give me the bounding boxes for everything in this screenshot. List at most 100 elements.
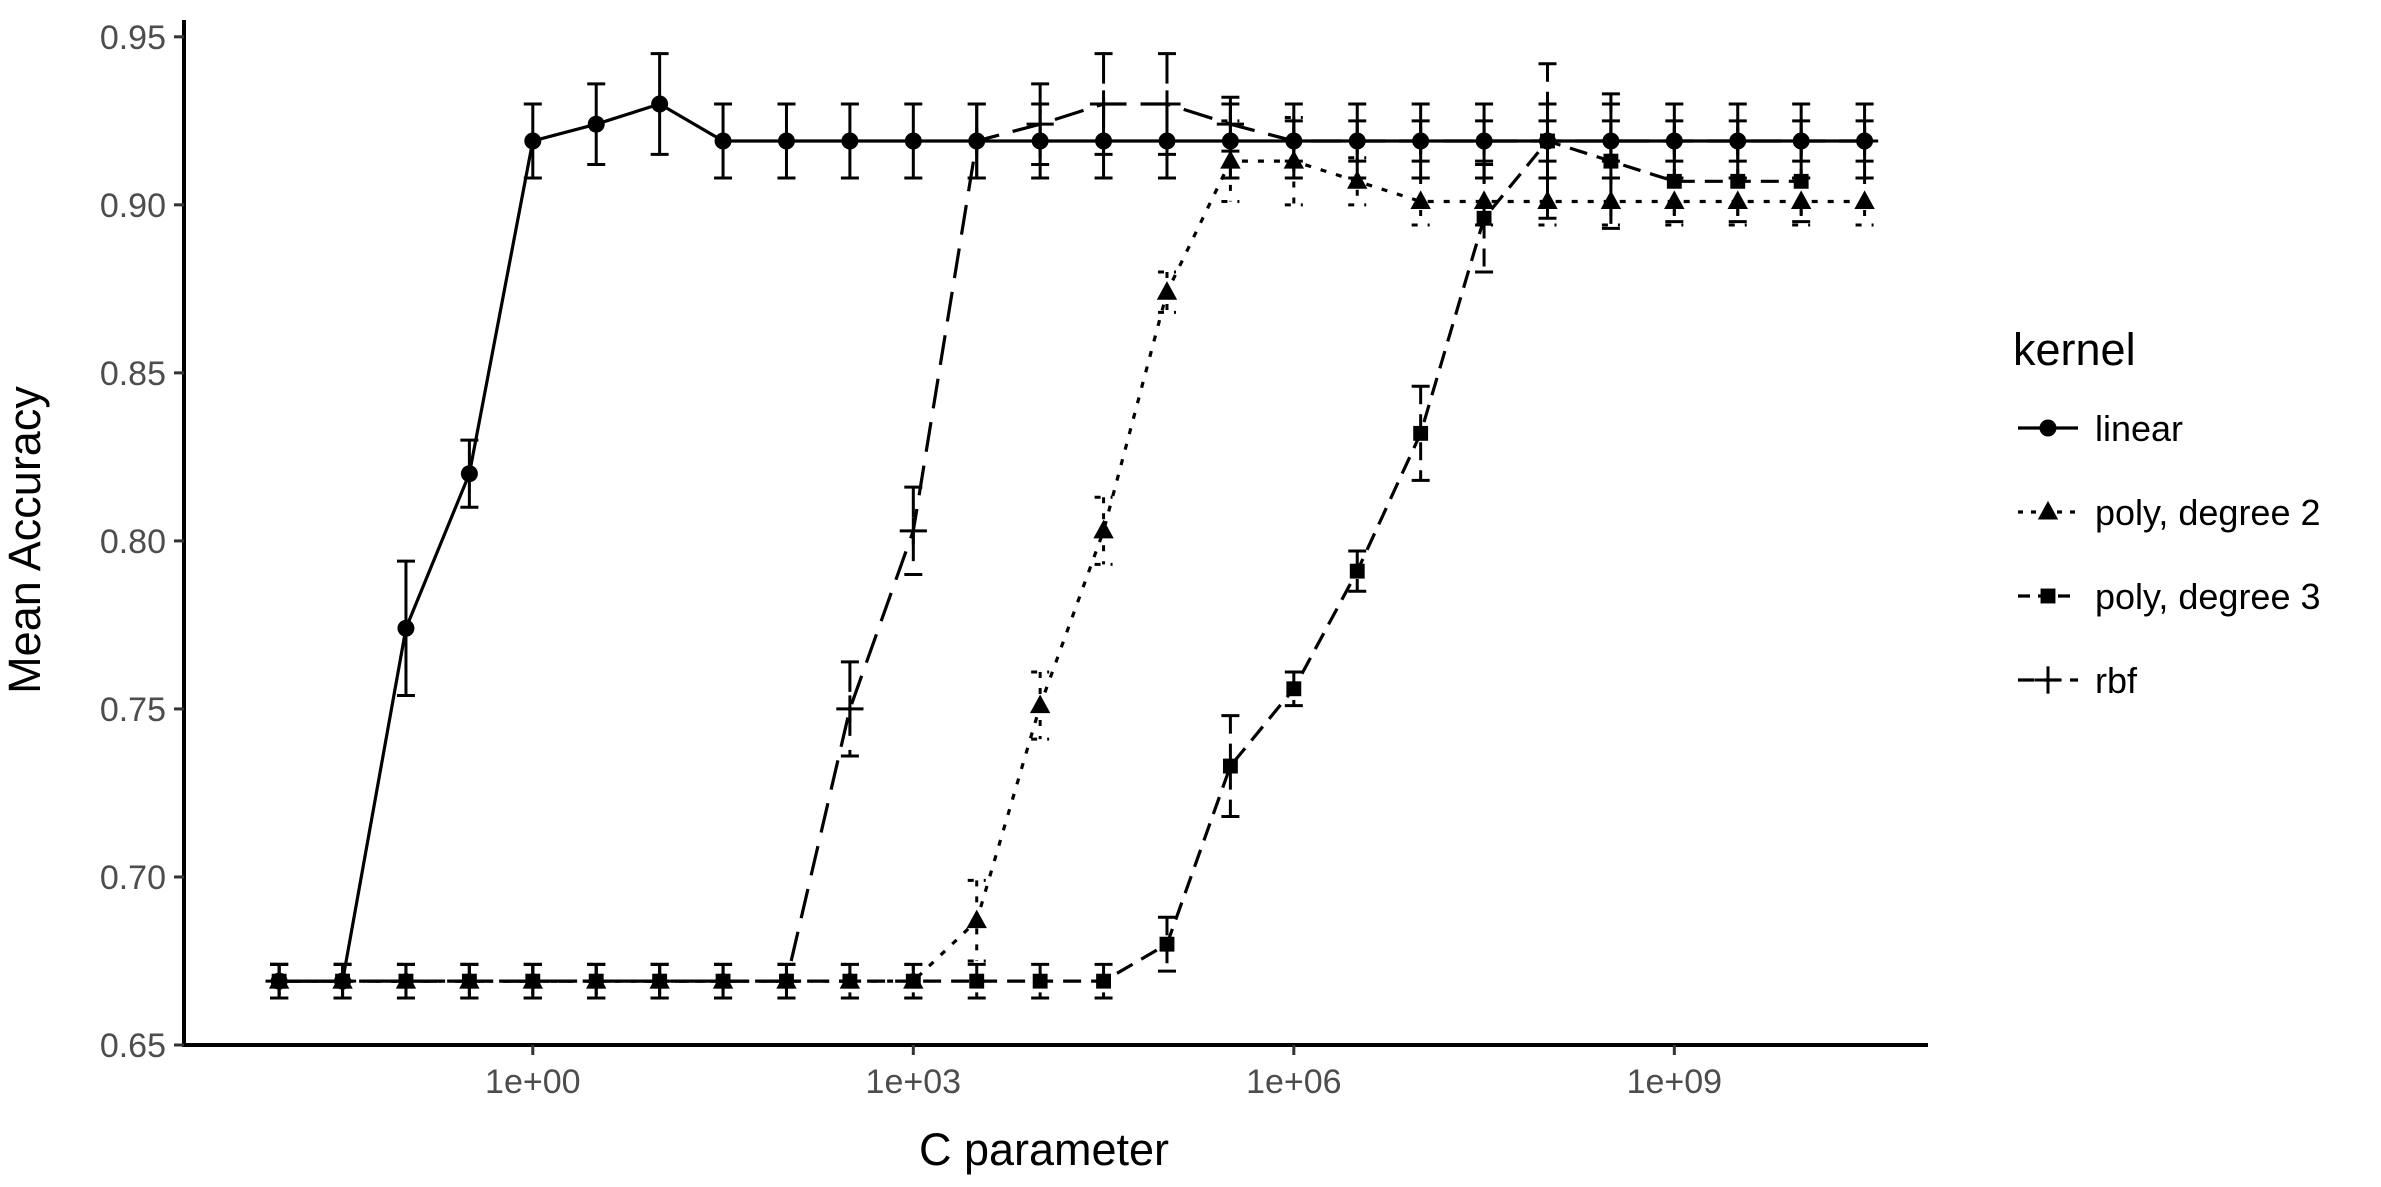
y-tick-label: 0.90 (100, 187, 166, 225)
error-bar (967, 878, 986, 963)
error-bar (1031, 82, 1050, 167)
data-point (582, 967, 610, 995)
y-tick-label: 0.85 (100, 355, 166, 393)
data-point (1095, 132, 1113, 150)
error-bar (967, 102, 986, 180)
data-point (1089, 90, 1118, 118)
data-point (969, 973, 985, 989)
data-point (1159, 936, 1175, 952)
data-point (1850, 127, 1879, 155)
data-point (265, 967, 293, 995)
legend-item: poly, degree 2 (2018, 492, 2321, 533)
error-bar (1855, 176, 1874, 227)
data-point (1156, 281, 1178, 300)
legend: kernel linear poly, degree 2 poly, degree … (2013, 324, 2321, 701)
x-tick-label: 1e+03 (866, 1063, 962, 1101)
data-point (1724, 127, 1752, 155)
data-point (1407, 127, 1435, 155)
data-point (1410, 190, 1431, 209)
data-point (651, 95, 669, 113)
series-rbf (265, 52, 1879, 1000)
legend-key-marker (2039, 419, 2057, 437)
series-layer (265, 52, 1879, 1000)
error-bar (1348, 549, 1367, 593)
y-ticks: 0.65 0.70 0.75 0.80 0.85 0.90 0.95 (100, 19, 184, 1065)
data-point (777, 132, 795, 150)
axes: 1e+00 1e+03 1e+06 1e+09 0.65 0.70 0.75 0.80 0.8… (100, 19, 1928, 1101)
data-point (1286, 681, 1302, 697)
legend-label: poly, degree 3 (2095, 576, 2321, 617)
data-point (455, 967, 483, 995)
data-point (519, 967, 547, 995)
data-point (899, 517, 927, 545)
data-point (1666, 173, 1682, 189)
error-bar (1284, 115, 1303, 207)
data-point (1533, 127, 1562, 155)
legend-label: poly, degree 2 (2095, 492, 2321, 533)
data-point (524, 132, 542, 150)
error-bar (1157, 915, 1176, 973)
data-point (1220, 150, 1241, 169)
y-axis-title: Mean Accuracy (0, 386, 50, 694)
data-point (772, 967, 801, 995)
error-bar (1411, 384, 1430, 482)
y-tick-label: 0.70 (100, 859, 166, 897)
data-point (1349, 563, 1365, 579)
data-point (587, 115, 605, 133)
error-bar (904, 485, 923, 577)
data-point (1153, 90, 1181, 118)
legend-item: rbf (2018, 660, 2138, 701)
data-point (392, 967, 420, 995)
legend-key-marker (2040, 588, 2056, 604)
data-point (1787, 127, 1815, 155)
x-tick-label: 1e+06 (1246, 1063, 1342, 1101)
data-point (836, 695, 864, 723)
data-point (1032, 973, 1048, 989)
data-point (1029, 694, 1051, 714)
data-point (460, 465, 478, 483)
data-point (1158, 132, 1176, 150)
y-tick-label: 0.95 (100, 19, 166, 57)
error-bar (1221, 714, 1240, 818)
legend-item: linear (2018, 408, 2183, 449)
data-point (1216, 110, 1244, 138)
data-point (714, 132, 732, 150)
data-point (963, 127, 991, 155)
legend-key-marker (2037, 500, 2059, 520)
legend-item: poly, degree 3 (2018, 576, 2321, 617)
data-point (842, 973, 858, 989)
data-point (904, 132, 922, 150)
data-point (397, 619, 415, 637)
x-tick-label: 1e+00 (485, 1063, 581, 1101)
data-point (1476, 210, 1492, 226)
y-tick-label: 0.65 (100, 1027, 166, 1065)
y-tick-label: 0.75 (100, 691, 166, 729)
error-bar (1411, 176, 1430, 227)
data-point (1280, 127, 1308, 155)
data-point (1093, 519, 1114, 539)
data-point (1283, 150, 1305, 169)
data-point (1026, 110, 1054, 138)
data-point (1660, 127, 1688, 155)
x-tick-label: 1e+09 (1627, 1063, 1723, 1101)
legend-key-marker (2034, 666, 2062, 694)
data-point (1222, 758, 1238, 774)
legend-label: linear (2095, 408, 2183, 449)
data-point (1793, 173, 1809, 189)
data-point (1730, 173, 1746, 189)
data-point (1600, 190, 1622, 209)
data-point (1413, 425, 1429, 441)
error-bar (1348, 156, 1367, 207)
data-point (646, 967, 674, 995)
data-point (905, 973, 921, 989)
error-bar (1538, 62, 1557, 220)
x-ticks: 1e+00 1e+03 1e+06 1e+09 (485, 1045, 1722, 1101)
legend-items: linear poly, degree 2 poly, degree 3 rbf (2018, 408, 2321, 701)
legend-title: kernel (2013, 324, 2136, 375)
data-point (966, 909, 987, 929)
data-point (841, 132, 859, 150)
data-point (1470, 127, 1498, 155)
data-point (328, 967, 357, 995)
error-bar (1475, 163, 1494, 274)
